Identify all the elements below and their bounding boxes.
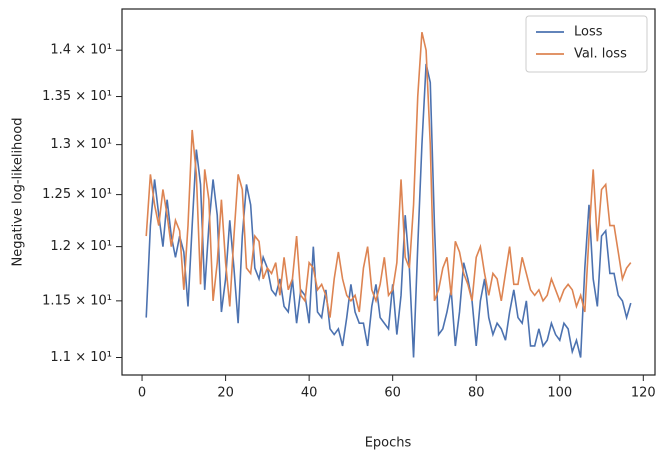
x-tick-label: 40 [301, 386, 318, 401]
series-line [145, 63, 632, 358]
y-tick-label: 1.1 × 10¹ [50, 350, 112, 365]
x-tick-label: 120 [631, 386, 656, 401]
x-tick-label: 20 [217, 386, 234, 401]
y-tick-label: 1.2 × 10¹ [50, 239, 112, 254]
legend-box [525, 15, 648, 73]
x-tick-label: 60 [384, 386, 401, 401]
legend-label: Val. loss [574, 47, 627, 62]
x-tick-label: 80 [468, 386, 485, 401]
series-line [145, 31, 632, 318]
y-axis-label: Negative log-likelihood [11, 118, 26, 267]
y-tick-label: 1.35 × 10¹ [42, 89, 112, 104]
x-tick-label: 100 [547, 386, 572, 401]
y-tick-label: 1.4 × 10¹ [50, 43, 112, 58]
plot-frame [121, 8, 656, 376]
legend-label: Loss [574, 25, 603, 40]
y-tick-label: 1.25 × 10¹ [42, 187, 112, 202]
y-tick-label: 1.15 × 10¹ [42, 293, 112, 308]
x-axis-label: Epochs [365, 436, 412, 451]
y-tick-label: 1.3 × 10¹ [50, 137, 112, 152]
x-tick-label: 0 [138, 386, 146, 401]
